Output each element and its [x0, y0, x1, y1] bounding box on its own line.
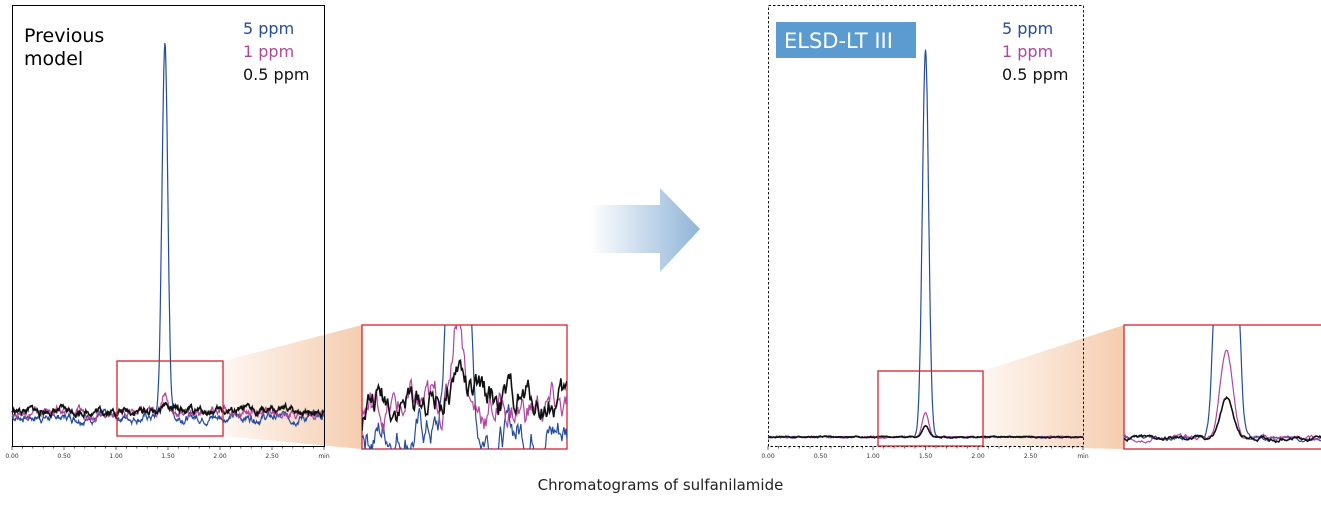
series-line-0-5ppm — [11, 401, 325, 421]
zoom-inset-lines — [362, 325, 567, 449]
chart-frame — [12, 5, 325, 447]
zoom-inset-lines — [1124, 325, 1321, 444]
x-axis: 0.00 0.50 1.00 1.50 2.00 2.50 min — [761, 446, 1089, 460]
x-tick-label: 1.50 — [161, 453, 175, 460]
x-tick-label: 0.50 — [57, 453, 71, 460]
chart-previous-model: 0.00 0.50 1.00 1.50 2.00 2.50 min Previous mod… — [5, 5, 568, 460]
legend-item-0-5ppm: 0.5 ppm — [1002, 65, 1068, 84]
panel-label: Previous model — [24, 25, 104, 70]
series-line-5ppm — [11, 43, 325, 428]
inset-series-line-0-5ppm — [362, 358, 567, 431]
legend-item-5ppm: 5 ppm — [243, 19, 294, 38]
inset-series-line-5ppm — [362, 325, 567, 449]
zoom-box — [116, 360, 224, 437]
zoom-box — [877, 370, 984, 447]
x-tick-label: 0.50 — [814, 453, 828, 460]
series-line-0-5ppm — [767, 424, 1084, 439]
inset-series-line-0-5ppm — [1124, 395, 1321, 444]
x-axis-unit-label: min — [1077, 453, 1089, 460]
x-axis: 0.00 0.50 1.00 1.50 2.00 2.50 min — [5, 446, 330, 460]
plot-lines — [11, 43, 325, 428]
x-tick-label: 1.50 — [919, 453, 933, 460]
x-tick-label: 2.50 — [265, 453, 279, 460]
legend-item-0-5ppm: 0.5 ppm — [243, 65, 309, 84]
legend-item-5ppm: 5 ppm — [1002, 19, 1053, 38]
arrow-right-icon — [590, 188, 700, 272]
x-tick-label: 2.00 — [213, 453, 227, 460]
legend-item-1ppm: 1 ppm — [243, 42, 294, 61]
zoom-inset-frame — [361, 324, 568, 450]
panel-label-line-2: model — [24, 48, 83, 70]
panel-label: ELSD-LT III — [776, 22, 916, 58]
legend: 5 ppm 1 ppm 0.5 ppm — [243, 19, 309, 84]
legend-item-1ppm: 1 ppm — [1002, 42, 1053, 61]
zoom-fan — [223, 325, 362, 449]
series-line-1ppm — [12, 392, 325, 423]
x-tick-label: 0.00 — [761, 453, 775, 460]
chart-elsd-lt-iii: 0.00 0.50 1.00 1.50 2.00 2.50 min ELSD-LT III … — [761, 5, 1321, 460]
zoom-fan — [983, 325, 1124, 449]
legend: 5 ppm 1 ppm 0.5 ppm — [1002, 19, 1068, 84]
panel-label-badge — [776, 22, 916, 58]
x-tick-label: 0.00 — [5, 453, 19, 460]
x-tick-label: 1.00 — [109, 453, 123, 460]
x-tick-label: 1.00 — [866, 453, 880, 460]
x-axis-unit-label: min — [318, 453, 330, 460]
panel-label-line-1: Previous — [24, 25, 104, 47]
x-tick-label: 2.00 — [971, 453, 985, 460]
x-tick-label: 2.50 — [1024, 453, 1038, 460]
panel-label-line-1: ELSD-LT III — [784, 29, 893, 53]
zoom-inset-frame — [1123, 324, 1321, 450]
plot-lines — [767, 49, 1084, 440]
figure-caption: Chromatograms of sulfanilamide — [537, 476, 784, 494]
